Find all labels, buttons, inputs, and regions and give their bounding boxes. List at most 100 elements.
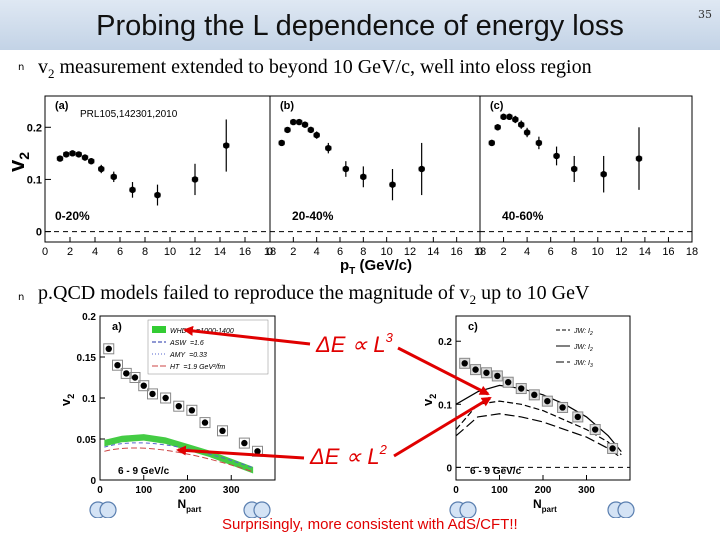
legend-entry: JW: I2: [573, 328, 593, 337]
x-tick-label: 4: [92, 246, 98, 258]
br-x-label: Npart: [533, 497, 557, 514]
bl-tag: a): [112, 321, 122, 333]
y-tick-label: 0.2: [82, 312, 96, 323]
bullet-marker: n: [18, 292, 25, 303]
data-point: [518, 121, 525, 128]
x-tick-label: 300: [578, 485, 595, 496]
bottom-figures: 0 0.05 0.1 0.15 0.2 0 100 200 300 a) v2 Npart 6 - 9 …: [58, 312, 635, 518]
data-point: [472, 366, 479, 373]
data-point: [75, 151, 82, 158]
data-point: [88, 157, 95, 165]
data-point: [201, 419, 209, 426]
x-tick-label: 18: [474, 246, 486, 258]
x-tick-label: 300: [223, 485, 240, 496]
data-point: [609, 445, 616, 452]
x-tick-label: 100: [491, 485, 508, 496]
data-point: [191, 176, 199, 183]
data-point: [418, 165, 425, 173]
data-point: [254, 448, 261, 455]
x-tick-label: 8: [142, 246, 148, 258]
br-tag: c): [468, 321, 478, 333]
x-tick-label: 2: [67, 246, 73, 258]
model-curve-asw: [104, 442, 254, 469]
legend-entry: WHDG =1000-1400: [170, 328, 234, 335]
x-tick-label: 14: [214, 246, 226, 258]
data-point: [241, 439, 248, 447]
data-point: [389, 181, 396, 188]
y-tick-label: 0.1: [82, 394, 96, 405]
panel-centrality: 20-40%: [292, 209, 334, 223]
data-point: [313, 131, 320, 139]
conclusion-text: Surprisingly, more consistent with AdS/C…: [222, 516, 518, 533]
model-band-whdg: [104, 434, 254, 474]
sys-box: [238, 437, 250, 449]
y-tick-label: 0.1: [438, 400, 452, 411]
data-point: [488, 139, 495, 147]
data-point: [483, 369, 490, 376]
panel-tag: (a): [55, 100, 69, 112]
sys-box: [138, 380, 150, 392]
data-point: [105, 345, 112, 352]
data-point: [175, 403, 182, 410]
data-point: [461, 360, 468, 367]
data-point: [123, 370, 130, 377]
data-point: [512, 116, 519, 123]
y-tick-label: 0.1: [27, 174, 42, 186]
x-tick-label: 0: [453, 485, 459, 496]
x-tick-label: 4: [524, 246, 530, 258]
data-point: [162, 394, 169, 402]
legend-swatch: [152, 326, 166, 333]
data-point: [301, 121, 309, 128]
x-tick-label: 12: [189, 246, 201, 258]
bottom-right-chart: 0 0.1 0.2 0 100 200 300 c) v2 Npart 6 - 9 GeV/c JW:…: [420, 315, 631, 514]
bullet-2-text: p.QCD models failed to reproduce the mag…: [38, 282, 590, 307]
x-tick-label: 16: [239, 246, 251, 258]
y-tick-label: 0.2: [438, 337, 452, 348]
bl-legend: [147, 319, 269, 375]
data-point: [494, 372, 501, 380]
x-tick-label: 10: [381, 246, 393, 258]
data-point: [114, 362, 121, 369]
x-tick-label: 200: [535, 485, 552, 496]
sys-box: [103, 343, 115, 355]
x-tick-label: 6: [337, 246, 343, 258]
data-point: [81, 154, 89, 161]
nav-circles-left: [89, 501, 271, 518]
page-number: 35: [698, 8, 712, 21]
sys-box: [147, 388, 158, 400]
sys-box: [120, 367, 132, 379]
x-tick-label: 18: [264, 246, 276, 258]
data-point: [63, 151, 70, 158]
x-tick-label: 6: [548, 246, 554, 258]
data-point: [295, 118, 303, 126]
data-point: [129, 186, 136, 194]
title-bar: [0, 0, 720, 50]
top-y-label: v2: [4, 152, 32, 172]
data-point: [149, 390, 156, 398]
top-panel-frame: [479, 95, 693, 243]
data-point: [188, 407, 196, 414]
data-point: [635, 155, 643, 162]
data-point: [505, 379, 512, 386]
x-tick-label: 6: [117, 246, 123, 258]
data-point: [571, 165, 578, 173]
x-tick-label: 12: [615, 246, 627, 258]
data-point: [140, 382, 147, 389]
legend-entry: ASW =1.6: [169, 340, 204, 347]
reference-label: PRL105,142301,2010: [80, 109, 178, 120]
br-range-label: 6 - 9 GeV/c: [470, 466, 522, 477]
sys-box: [129, 372, 141, 383]
data-point: [500, 113, 507, 121]
data-point: [360, 173, 367, 181]
top-panels: 0 2 4 6 8 10 12 14 16 18 (a) 0-20% 0 2 4 6 8 10 12 14 16 18 (b…: [27, 95, 698, 258]
x-tick-label: 16: [662, 246, 674, 258]
data-point: [592, 426, 599, 433]
x-tick-label: 8: [571, 246, 577, 258]
sys-box: [186, 404, 198, 416]
bullet-marker: n: [18, 62, 25, 73]
legend-entry: AMY =0.33: [169, 352, 207, 359]
x-tick-label: 12: [404, 246, 416, 258]
data-point: [600, 171, 607, 178]
model-curve: [455, 413, 622, 459]
x-tick-label: 18: [686, 246, 698, 258]
